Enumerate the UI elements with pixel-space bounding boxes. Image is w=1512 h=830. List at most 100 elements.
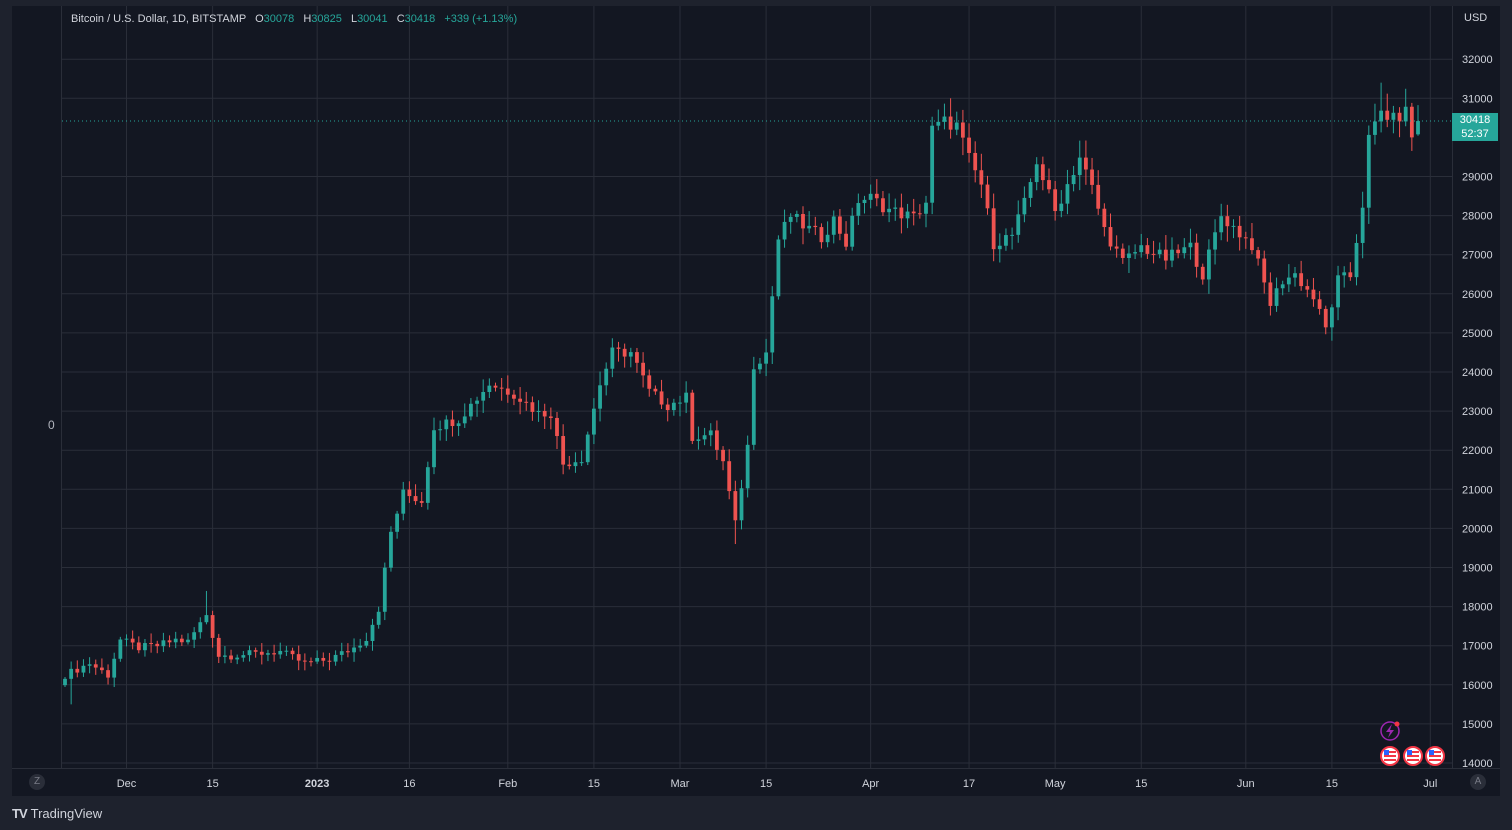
candle-body	[770, 296, 775, 353]
candle-body	[739, 488, 744, 521]
candle	[961, 109, 965, 156]
candle	[241, 650, 246, 662]
candle	[75, 660, 80, 678]
candle	[1373, 103, 1377, 145]
time-tick-label: Jun	[1237, 778, 1255, 790]
candle	[63, 676, 67, 688]
candle	[210, 610, 215, 648]
candle-body	[1151, 253, 1156, 255]
tradingview-logo[interactable]: TV TradingView	[12, 806, 102, 821]
time-axis[interactable]	[12, 768, 1500, 796]
candle-body	[1311, 289, 1316, 300]
candle	[69, 661, 74, 705]
candle	[450, 410, 455, 437]
candle	[1077, 140, 1082, 191]
candle-body	[801, 214, 805, 229]
candle-body	[481, 392, 486, 401]
us-flag-icon[interactable]	[1380, 746, 1400, 766]
candle	[641, 352, 645, 388]
candle	[370, 618, 375, 651]
candle-body	[272, 653, 276, 655]
price-tick-label: 25000	[1462, 328, 1493, 340]
chart-pane[interactable]	[12, 6, 1452, 768]
price-tick-label: 21000	[1462, 484, 1493, 496]
footer-bar	[0, 800, 1512, 830]
candle-body	[641, 362, 645, 376]
candle	[801, 206, 805, 245]
low-label: L	[350, 13, 358, 25]
candle	[186, 633, 190, 645]
candle	[1311, 277, 1316, 307]
candle-body	[1059, 203, 1064, 212]
candle	[518, 387, 522, 415]
high-value: 30825	[311, 13, 342, 25]
candle	[1360, 191, 1365, 259]
candle	[1286, 264, 1291, 293]
candle-body	[450, 419, 455, 427]
currency-label[interactable]: USD	[1464, 12, 1488, 24]
ohlc-legend[interactable]: Bitcoin / U.S. Dollar, 1D, BITSTAMP O300…	[71, 13, 517, 25]
candle	[1330, 304, 1334, 341]
candle-body	[708, 430, 713, 436]
event-markers[interactable]	[1380, 721, 1445, 766]
time-tick-label: 15	[1135, 778, 1147, 790]
candle	[585, 431, 590, 466]
candle	[1145, 238, 1150, 260]
us-flag-icon[interactable]	[1403, 746, 1423, 766]
price-tick-label: 20000	[1462, 523, 1493, 535]
candle-body	[1403, 106, 1408, 122]
candle-body	[893, 207, 898, 209]
price-tick-label: 32000	[1462, 54, 1493, 66]
candle	[1047, 168, 1051, 194]
candle	[684, 381, 689, 414]
left-scale[interactable]	[12, 6, 62, 768]
candle	[93, 659, 98, 675]
candle	[376, 606, 381, 629]
time-tick-label: 15	[588, 778, 600, 790]
candle	[579, 450, 584, 466]
lightning-icon[interactable]	[1380, 721, 1400, 741]
candle	[1299, 260, 1304, 291]
candle	[229, 649, 233, 663]
candle-body	[112, 658, 117, 678]
candle	[327, 652, 332, 671]
candle	[278, 642, 283, 659]
time-tick-label: Dec	[117, 778, 137, 790]
candle-body	[782, 221, 787, 240]
candle	[155, 640, 160, 654]
candle	[653, 385, 658, 395]
candle-body	[223, 655, 227, 657]
us-flag-icon[interactable]	[1425, 746, 1445, 766]
candle-body	[284, 650, 289, 652]
candle	[309, 657, 313, 667]
candle-body	[346, 651, 350, 653]
candle	[825, 221, 830, 248]
candle-body	[1065, 184, 1070, 204]
candle-body	[1354, 242, 1359, 278]
candle-body	[665, 404, 670, 411]
low-value: 30041	[357, 13, 388, 25]
symbol-title[interactable]: Bitcoin / U.S. Dollar, 1D, BITSTAMP	[71, 13, 247, 25]
candle-body	[979, 170, 984, 185]
candle	[1010, 227, 1014, 250]
candle-body	[868, 193, 873, 200]
candle	[659, 379, 664, 410]
time-tick-label: Jul	[1423, 778, 1437, 790]
zoom-button[interactable]: Z	[29, 774, 45, 790]
candle-body	[364, 640, 369, 646]
candle	[401, 481, 406, 521]
candle-body	[598, 385, 602, 409]
auto-scale-button[interactable]: A	[1470, 774, 1486, 790]
candle	[1305, 279, 1310, 298]
candle-body	[1108, 227, 1113, 247]
candle-body	[727, 461, 732, 492]
candle-body	[954, 122, 959, 130]
candle-body	[192, 632, 197, 640]
candle-body	[961, 122, 965, 138]
candle	[592, 398, 596, 445]
candle-body	[1385, 110, 1390, 120]
candle	[1133, 244, 1137, 260]
candle-body	[745, 444, 750, 489]
candle-body	[1053, 189, 1058, 212]
